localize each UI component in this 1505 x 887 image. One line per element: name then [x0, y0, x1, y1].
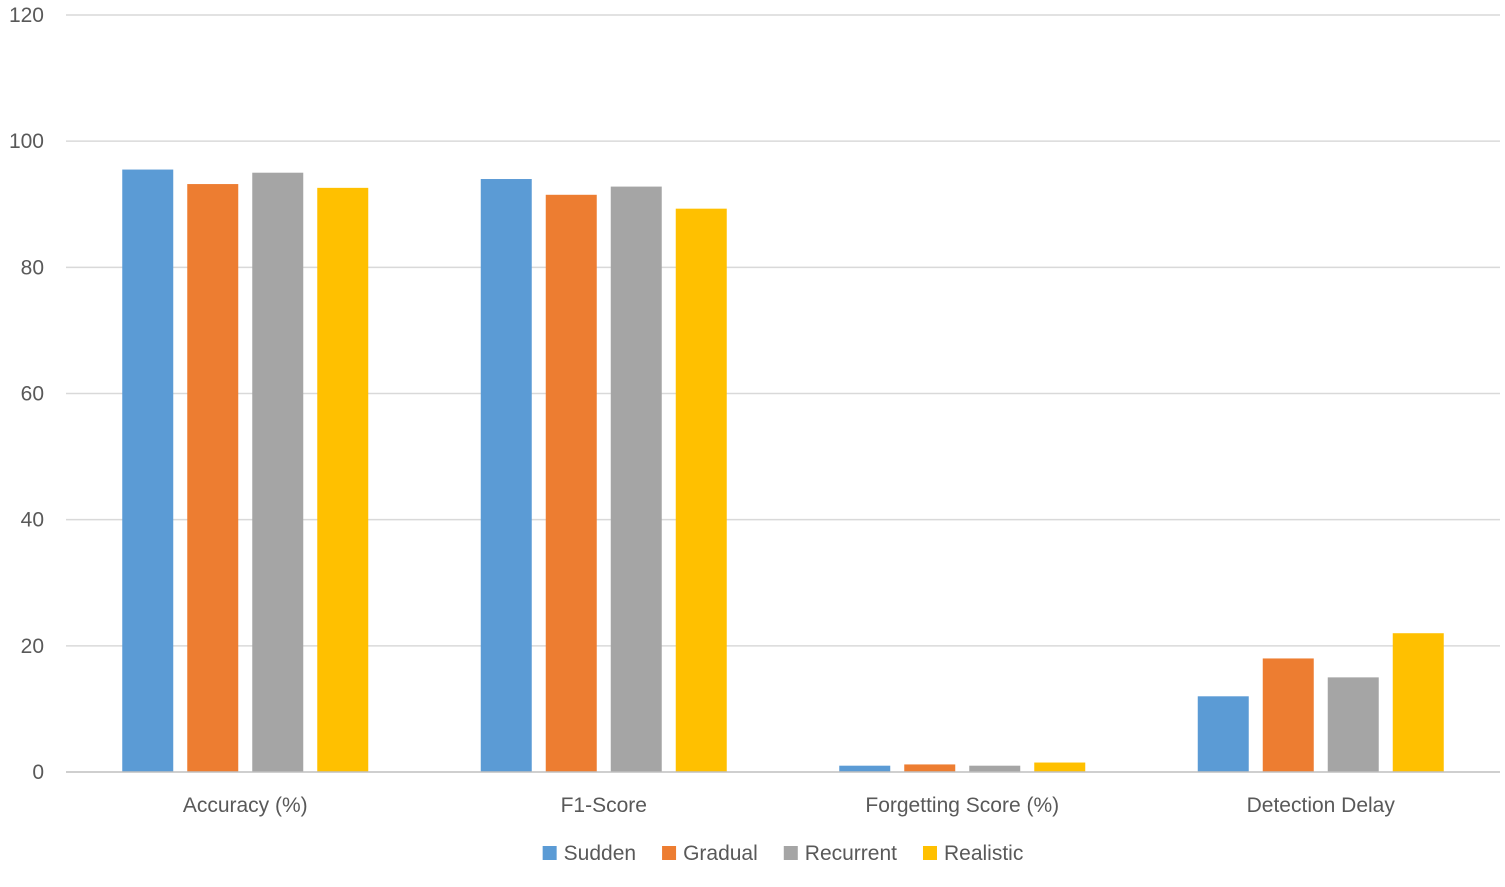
bar-gradual-1: [545, 194, 597, 773]
x-axis-category-labels: Accuracy (%) F1-Score Forgetting Score (%)…: [183, 794, 1396, 817]
bar-recurrent-3: [1327, 677, 1379, 772]
bar-gradual-2: [904, 764, 956, 772]
legend-swatch-sudden: [542, 846, 557, 860]
gridlines: [66, 14, 1500, 647]
bar-recurrent-2: [969, 765, 1021, 772]
x-category-label: Detection Delay: [1247, 794, 1396, 817]
bar-sudden-3: [1197, 696, 1249, 772]
legend: Sudden Gradual Recurrent Realistic: [542, 842, 1023, 865]
bar-sudden-2: [839, 765, 891, 772]
y-tick-label: 80: [21, 256, 44, 279]
bar-sudden-1: [480, 179, 532, 772]
legend-label-gradual: Gradual: [683, 842, 758, 865]
y-tick-label: 40: [21, 509, 44, 532]
bar-gradual-0: [187, 184, 239, 772]
y-axis-ticks: 0 20 40 60 80 100 120: [9, 4, 44, 784]
y-tick-label: 120: [9, 4, 44, 27]
legend-label-sudden: Sudden: [564, 842, 636, 865]
bar-realistic-1: [675, 208, 727, 772]
bar-gradual-3: [1262, 658, 1314, 772]
y-tick-label: 60: [21, 383, 44, 406]
bars: [122, 169, 1444, 773]
bar-sudden-0: [122, 169, 174, 772]
bar-recurrent-0: [252, 172, 304, 773]
bar-realistic-3: [1392, 633, 1444, 772]
legend-swatch-gradual: [662, 846, 677, 860]
bar-realistic-0: [317, 187, 369, 772]
y-tick-label: 20: [21, 635, 44, 658]
y-tick-label: 0: [32, 761, 44, 784]
legend-swatch-realistic: [922, 846, 937, 860]
bar-recurrent-1: [610, 186, 662, 772]
x-category-label: Forgetting Score (%): [865, 794, 1059, 817]
legend-label-realistic: Realistic: [944, 842, 1023, 865]
bar-realistic-2: [1034, 762, 1086, 772]
x-category-label: F1-Score: [561, 794, 647, 817]
legend-swatch-recurrent: [783, 846, 798, 860]
legend-label-recurrent: Recurrent: [805, 842, 897, 865]
x-category-label: Accuracy (%): [183, 794, 308, 817]
y-tick-label: 100: [9, 130, 44, 153]
